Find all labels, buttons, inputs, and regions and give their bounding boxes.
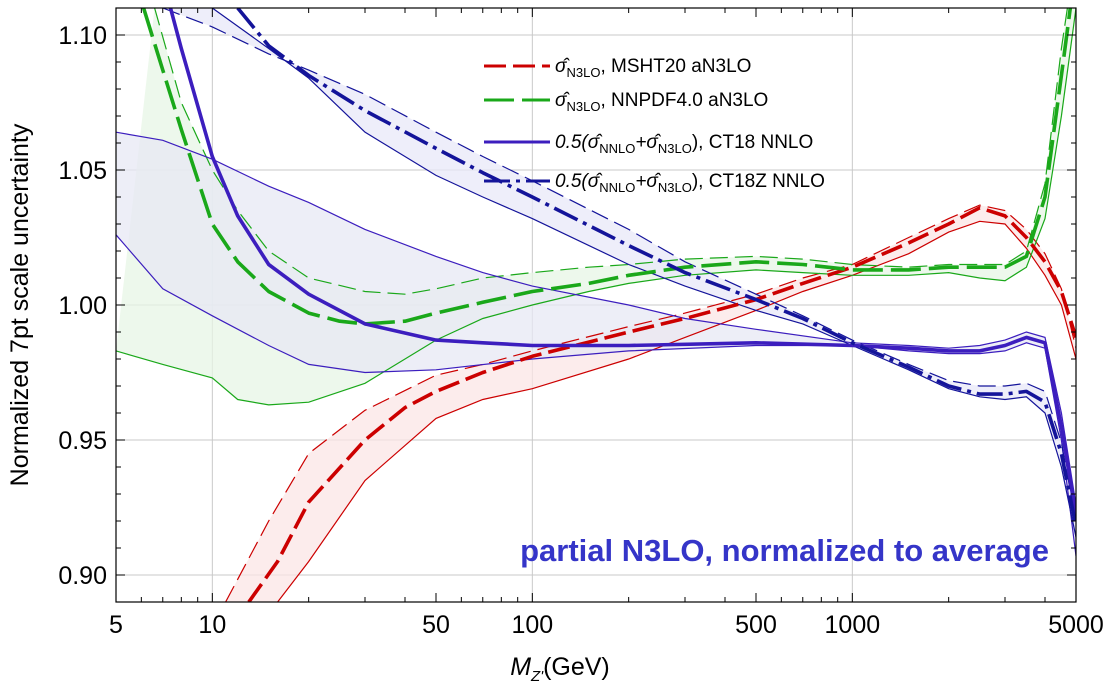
ct18b-band-lower-edge bbox=[116, 234, 1076, 557]
y-axis-title: Normalized 7pt scale uncertainty bbox=[6, 123, 34, 486]
x-tick-label: 5000 bbox=[1048, 611, 1104, 639]
x-tick-label: 500 bbox=[735, 611, 777, 639]
nnpdfb-central-line bbox=[141, 8, 1073, 326]
nnpdfb-band-lower-edge bbox=[116, 8, 1076, 406]
ct18zb-central-line bbox=[236, 8, 1076, 527]
legend-label-ct18zb: 0.5(σ̂NNLO+σ̂N3LO), CT18Z NNLO bbox=[555, 171, 825, 195]
axis-ticks: 5 10 50 100 500 1000 5000 0.90 0.95 1.00 1.05 1.10 bbox=[58, 8, 1104, 639]
x-axis-title-symbol: M bbox=[510, 653, 531, 681]
x-tick-label: 10 bbox=[198, 611, 226, 639]
x-tick-label: 100 bbox=[511, 611, 553, 639]
annotation-text: partial N3LO, normalized to average bbox=[520, 533, 1049, 568]
legend: σ̂N3LO, MSHT20 aN3LO σ̂N3LO, NNPDF4.0 aN3… bbox=[484, 56, 825, 195]
x-axis-title: MZ'(GeV) bbox=[510, 653, 610, 685]
legend-label-mshtb: σ̂N3LO, MSHT20 aN3LO bbox=[555, 56, 751, 80]
y-tick-label: 1.10 bbox=[58, 22, 107, 50]
mshtb-band-lower-edge bbox=[277, 220, 1076, 602]
x-axis-title-unit: (GeV) bbox=[543, 653, 610, 681]
ct18zb-band-upper-edge bbox=[162, 8, 1076, 522]
legend-label-nnpdfb: σ̂N3LO, NNPDF4.0 aN3LO bbox=[555, 90, 768, 114]
y-tick-label: 1.00 bbox=[58, 292, 107, 320]
ct18b-band-upper-edge bbox=[116, 131, 1076, 505]
x-tick-label: 50 bbox=[422, 611, 450, 639]
y-tick-label: 0.95 bbox=[58, 427, 107, 455]
mshtb-band-fill bbox=[225, 205, 1076, 602]
legend-label-ct18b: 0.5(σ̂NNLO+σ̂N3LO), CT18 NNLO bbox=[555, 132, 813, 156]
line-layer bbox=[116, 8, 1076, 602]
ct18zb-band-fill bbox=[162, 8, 1076, 538]
x-tick-label: 5 bbox=[109, 611, 123, 639]
ct18zb-band-lower-edge bbox=[211, 8, 1076, 538]
y-tick-label: 1.05 bbox=[58, 157, 107, 185]
x-tick-label: 1000 bbox=[825, 611, 881, 639]
mshtb-band-upper-edge bbox=[225, 204, 1076, 602]
ct18b-central-line bbox=[168, 8, 1076, 516]
x-axis-title-subscript: Z' bbox=[530, 668, 544, 685]
y-tick-label: 0.90 bbox=[58, 562, 107, 590]
